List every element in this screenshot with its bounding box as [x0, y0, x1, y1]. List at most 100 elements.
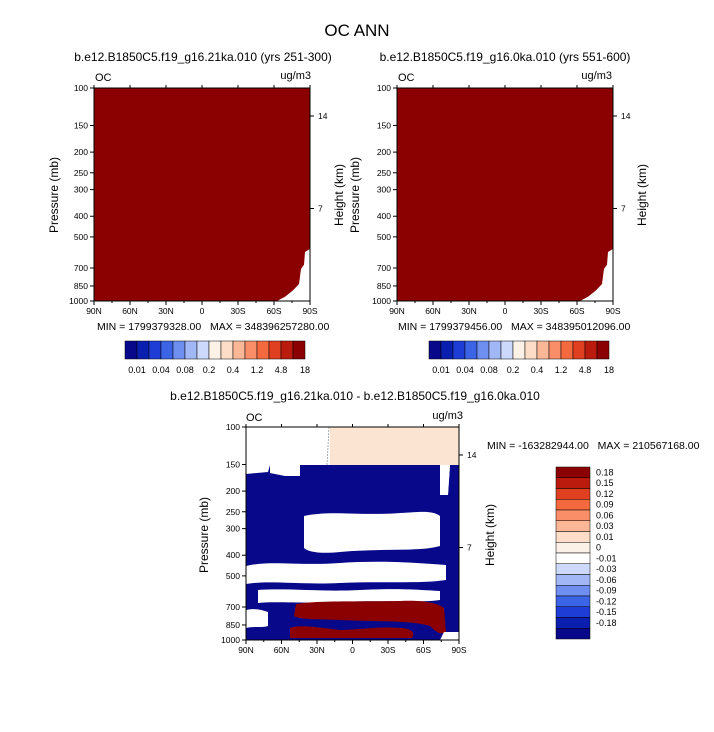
panel-diff-ylabel: Pressure (mb): [197, 497, 211, 573]
colorbar-label: -0.01: [596, 553, 617, 563]
colorbar-label: -0.18: [596, 618, 617, 628]
colorbar-box: [555, 466, 591, 478]
colorbar-box: [555, 595, 591, 607]
colorbar-label: 1.2: [251, 365, 264, 375]
colorbar-box: [440, 340, 454, 360]
y-tick-label: 300: [377, 185, 391, 195]
colorbar-label: 0.01: [128, 365, 146, 375]
panel-diff-plot: 90N 60N 30N 0 30S 60S 90S 100 150 200 250 300 400 500…: [221, 422, 477, 655]
panel-right-ylabel: Pressure (mb): [348, 157, 362, 233]
colorbar-label: 18: [300, 365, 310, 375]
panel-left-title: b.e12.B1850C5.f19_g16.21ka.010 (yrs 251-…: [74, 50, 332, 64]
y-tick-label: 100: [226, 422, 240, 432]
colorbar-left: 0.01 0.04 0.08 0.2 0.4 1.2 4.8 18: [124, 340, 310, 375]
diff-fill-zero-band-3: [258, 589, 440, 603]
y-tick-label: 100: [74, 83, 88, 93]
colorbar-box: [280, 340, 294, 360]
panel-left-stats: MIN = 1799379328.00 MAX = 348396257280.0…: [97, 321, 330, 333]
colorbar-label: 0.2: [203, 365, 216, 375]
panel-left: b.e12.B1850C5.f19_g16.21ka.010 (yrs 251-…: [47, 50, 346, 333]
colorbar-box: [560, 340, 574, 360]
panel-diff-variable: OC: [246, 412, 263, 424]
x-tick-label: 60S: [416, 645, 431, 655]
colorbar-box: [555, 477, 591, 489]
y2-tick-label: 14: [621, 111, 631, 121]
y2-tick-label: 7: [621, 203, 626, 213]
colorbar-label: 0.12: [596, 489, 614, 499]
colorbar-label: -0.15: [596, 607, 617, 617]
colorbar-label: 0.08: [480, 365, 498, 375]
colorbar-label: -0.06: [596, 575, 617, 585]
x-tick-label: 30S: [230, 306, 245, 316]
colorbar-box: [524, 340, 538, 360]
colorbar-box: [500, 340, 514, 360]
diff-fill-zero-band-4: [246, 609, 268, 628]
x-tick-label: 0: [200, 306, 205, 316]
x-tick-label: 90N: [238, 645, 254, 655]
y-tick-label: 500: [377, 232, 391, 242]
x-tick-label: 60S: [266, 306, 281, 316]
diff-zero-contour-upper: [326, 427, 330, 466]
panel-right-variable: OC: [398, 72, 415, 84]
colorbar-box: [184, 340, 198, 360]
diff-fill-positive-lower-1: [294, 600, 446, 634]
colorbar-box: [555, 585, 591, 597]
colorbar-box: [172, 340, 186, 360]
colorbar-box: [232, 340, 246, 360]
colorbar-label: 0.18: [596, 467, 614, 477]
colorbar-diff: 0.180.150.120.090.060.030.010-0.01-0.03-…: [555, 466, 617, 640]
panel-left-y2label: Height (km): [332, 164, 346, 226]
colorbar-label: 0.4: [531, 365, 544, 375]
y-tick-label: 200: [377, 147, 391, 157]
y-tick-label: 200: [74, 147, 88, 157]
y2-tick-label: 14: [318, 111, 328, 121]
y-tick-label: 400: [226, 550, 240, 560]
panel-left-ylabel: Pressure (mb): [47, 157, 61, 233]
y2-tick-label: 7: [467, 542, 472, 552]
x-tick-label: 30N: [158, 306, 174, 316]
diff-fill-zero-band-2: [246, 561, 446, 584]
x-tick-label: 90S: [451, 645, 466, 655]
panel-right-units: ug/m3: [581, 70, 612, 82]
colorbar-box: [555, 520, 591, 532]
panel-right-title: b.e12.B1850C5.f19_g16.0ka.010 (yrs 551-6…: [380, 50, 631, 64]
panel-right-y2label: Height (km): [635, 164, 649, 226]
y-tick-label: 1000: [221, 635, 240, 645]
x-tick-label: 60N: [425, 306, 441, 316]
colorbar-box: [555, 509, 591, 521]
y-tick-label: 1000: [69, 296, 88, 306]
colorbar-box: [148, 340, 162, 360]
colorbar-box: [464, 340, 478, 360]
colorbar-box: [452, 340, 466, 360]
panel-left-plot: 90N 60N 30N 0 30S 60S 90S 100 150 200 250 300 400 500…: [69, 83, 328, 316]
colorbar-box: [220, 340, 234, 360]
colorbar-box: [160, 340, 174, 360]
colorbar-box: [584, 340, 598, 360]
colorbar-box: [208, 340, 222, 360]
diff-fill-positive-lower-2: [290, 626, 414, 638]
y-tick-label: 500: [74, 232, 88, 242]
colorbar-label: 0.04: [152, 365, 170, 375]
colorbar-box: [512, 340, 526, 360]
y-tick-label: 700: [226, 602, 240, 612]
colorbar-label: 0.4: [227, 365, 240, 375]
colorbar-box: [124, 340, 138, 360]
colorbar-label: 0.01: [596, 532, 614, 542]
panel-diff-units: ug/m3: [432, 410, 463, 422]
y-tick-label: 500: [226, 571, 240, 581]
field-fill: [94, 88, 310, 301]
colorbar-box: [555, 499, 591, 511]
colorbar-box: [196, 340, 210, 360]
y-tick-label: 150: [226, 460, 240, 470]
colorbar-box: [256, 340, 270, 360]
colorbar-label: 18: [604, 365, 614, 375]
colorbar-box: [555, 542, 591, 554]
panel-right-stats: MIN = 1799379456.00 MAX = 348395012096.0…: [398, 321, 631, 333]
diff-fill-upper-positive: [330, 427, 459, 465]
diff-fill-gap-top-2: [440, 465, 450, 494]
y-tick-label: 200: [226, 486, 240, 496]
colorbar-label: 0.03: [596, 521, 614, 531]
diff-fill-gap-top-1: [246, 465, 270, 474]
field-fill: [397, 88, 613, 301]
